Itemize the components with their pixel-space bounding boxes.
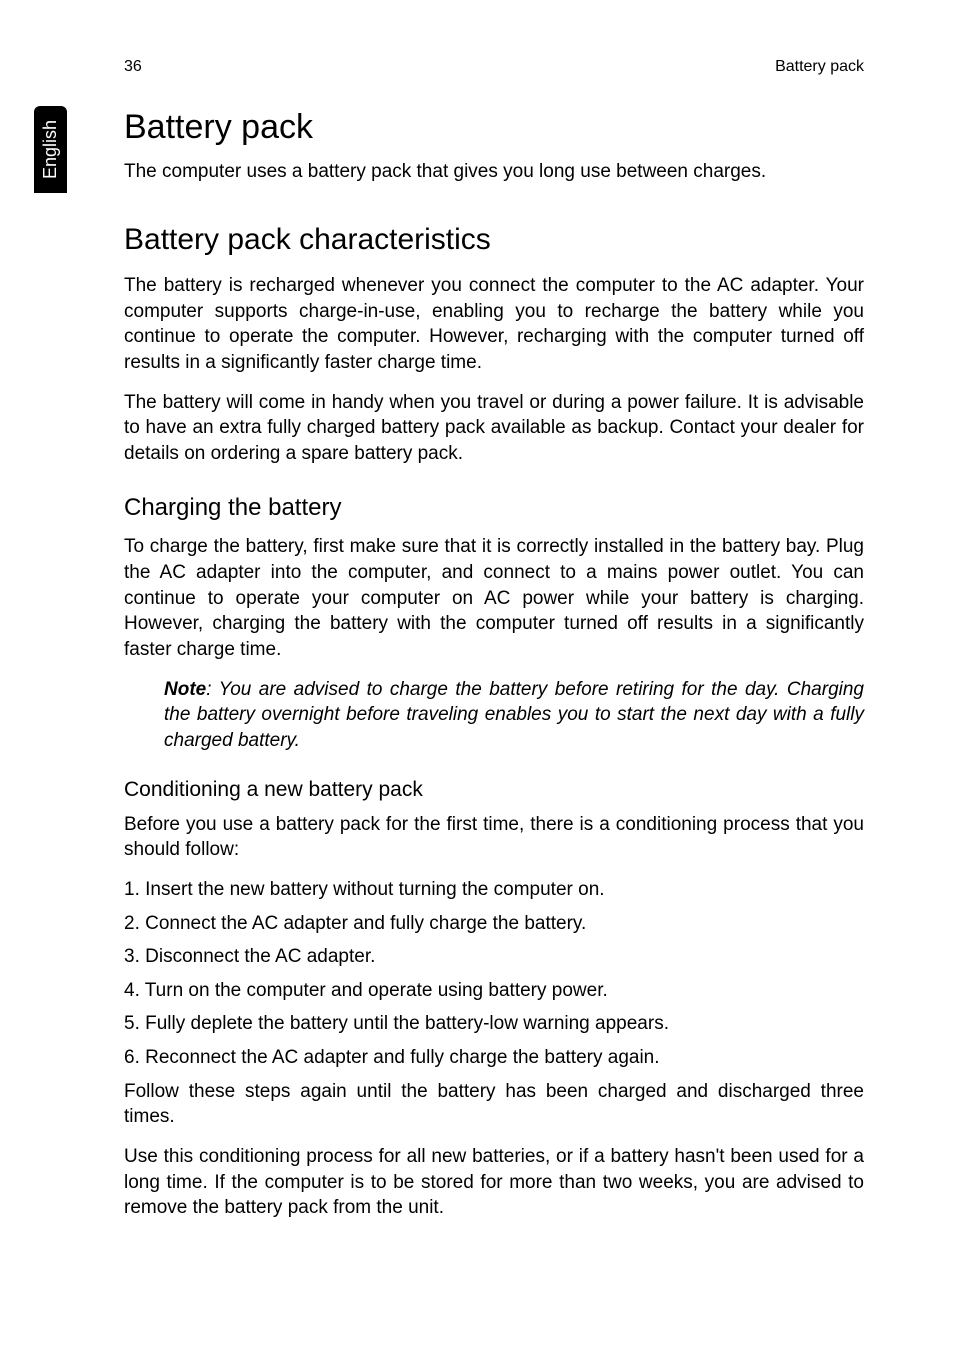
note-text: : You are advised to charge the battery … xyxy=(164,679,864,751)
characteristics-p2: The battery will come in handy when you … xyxy=(124,390,864,467)
page-content: Battery pack The computer uses a battery… xyxy=(124,108,864,1235)
characteristics-p1: The battery is recharged whenever you co… xyxy=(124,273,864,376)
step-2: 2. Connect the AC adapter and fully char… xyxy=(124,911,864,937)
step-5: 5. Fully deplete the battery until the b… xyxy=(124,1011,864,1037)
step-6: 6. Reconnect the AC adapter and fully ch… xyxy=(124,1045,864,1071)
conditioning-p2: Follow these steps again until the batte… xyxy=(124,1079,864,1130)
page-header: 36 Battery pack xyxy=(124,58,864,76)
subheading-conditioning: Conditioning a new battery pack xyxy=(124,778,864,802)
note-label: Note xyxy=(164,679,206,700)
step-1: 1. Insert the new battery without turnin… xyxy=(124,877,864,903)
charging-p1: To charge the battery, first make sure t… xyxy=(124,534,864,662)
section-heading-characteristics: Battery pack characteristics xyxy=(124,223,864,257)
language-tab: English xyxy=(34,106,67,193)
page-number: 36 xyxy=(124,58,142,76)
intro-text: The computer uses a battery pack that gi… xyxy=(124,161,864,183)
conditioning-intro: Before you use a battery pack for the fi… xyxy=(124,812,864,863)
note-block: Note: You are advised to charge the batt… xyxy=(164,677,864,754)
conditioning-p3: Use this conditioning process for all ne… xyxy=(124,1144,864,1221)
step-3: 3. Disconnect the AC adapter. xyxy=(124,944,864,970)
header-section: Battery pack xyxy=(775,58,864,76)
page-title: Battery pack xyxy=(124,108,864,147)
subheading-charging: Charging the battery xyxy=(124,494,864,522)
step-4: 4. Turn on the computer and operate usin… xyxy=(124,978,864,1004)
